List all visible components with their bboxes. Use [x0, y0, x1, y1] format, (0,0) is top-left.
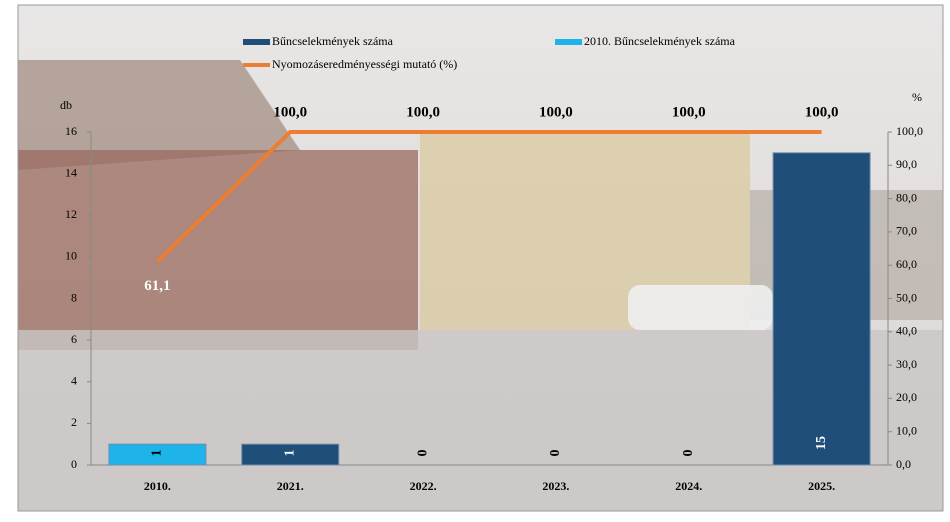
- line-series: [156, 130, 822, 263]
- legend-label: Nyomozáseredményességi mutató (%): [272, 57, 457, 71]
- bar-value-label: 15: [814, 436, 829, 450]
- bar-value-label: 0: [681, 450, 696, 457]
- legend-swatch: [243, 39, 270, 45]
- y-tick-label: 0: [71, 457, 77, 471]
- bar: [241, 443, 340, 466]
- y-tick-label: 16: [65, 124, 77, 138]
- y-axis-label: db: [60, 98, 72, 112]
- line-value-label: 100,0: [406, 104, 440, 120]
- x-tick-label: 2024.: [675, 479, 702, 493]
- x-tick-label: 2025.: [808, 479, 835, 493]
- bar-value-label: 1: [282, 450, 297, 457]
- y-tick-label: 4: [71, 374, 77, 388]
- y2-tick-label: 60,0: [896, 257, 917, 271]
- x-tick-label: 2023.: [542, 479, 569, 493]
- bar: [108, 443, 207, 466]
- y2-tick-label: 50,0: [896, 290, 917, 304]
- x-tick-label: 2022.: [410, 479, 437, 493]
- y2-tick-label: 80,0: [896, 190, 917, 204]
- y2-tick-label: 90,0: [896, 157, 917, 171]
- line-value-label: 100,0: [539, 104, 573, 120]
- y2-tick-label: 0,0: [896, 457, 911, 471]
- line-value-label: 61,1: [144, 278, 170, 294]
- x-tick-label: 2010.: [144, 479, 171, 493]
- y-tick-label: 6: [71, 332, 77, 346]
- y2-tick-label: 40,0: [896, 324, 917, 338]
- y-tick-label: 14: [65, 165, 77, 179]
- legend-label: 2010. Bűncselekmények száma: [584, 34, 736, 48]
- line-value-label: 100,0: [273, 104, 307, 120]
- legend-swatch: [555, 39, 582, 45]
- y-tick-label: 10: [65, 249, 77, 263]
- y2-tick-label: 20,0: [896, 390, 917, 404]
- bar-value-label: 1: [150, 450, 165, 457]
- y2-axis-label: %: [912, 90, 922, 104]
- y-tick-label: 2: [71, 415, 77, 429]
- legend-label: Bűncselekmények száma: [272, 34, 394, 48]
- y-tick-label: 8: [71, 290, 77, 304]
- bar: [772, 152, 871, 466]
- line-value-label: 100,0: [805, 104, 839, 120]
- y-tick-label: 12: [65, 207, 77, 221]
- chart-frame: [17, 4, 944, 512]
- y2-tick-label: 10,0: [896, 423, 917, 437]
- bar-value-label: 0: [415, 450, 430, 457]
- y2-tick-label: 30,0: [896, 357, 917, 371]
- x-tick-label: 2021.: [277, 479, 304, 493]
- y2-tick-label: 70,0: [896, 224, 917, 238]
- bar-value-label: 0: [548, 450, 563, 457]
- line-value-label: 100,0: [672, 104, 706, 120]
- y2-tick-label: 100,0: [896, 124, 923, 138]
